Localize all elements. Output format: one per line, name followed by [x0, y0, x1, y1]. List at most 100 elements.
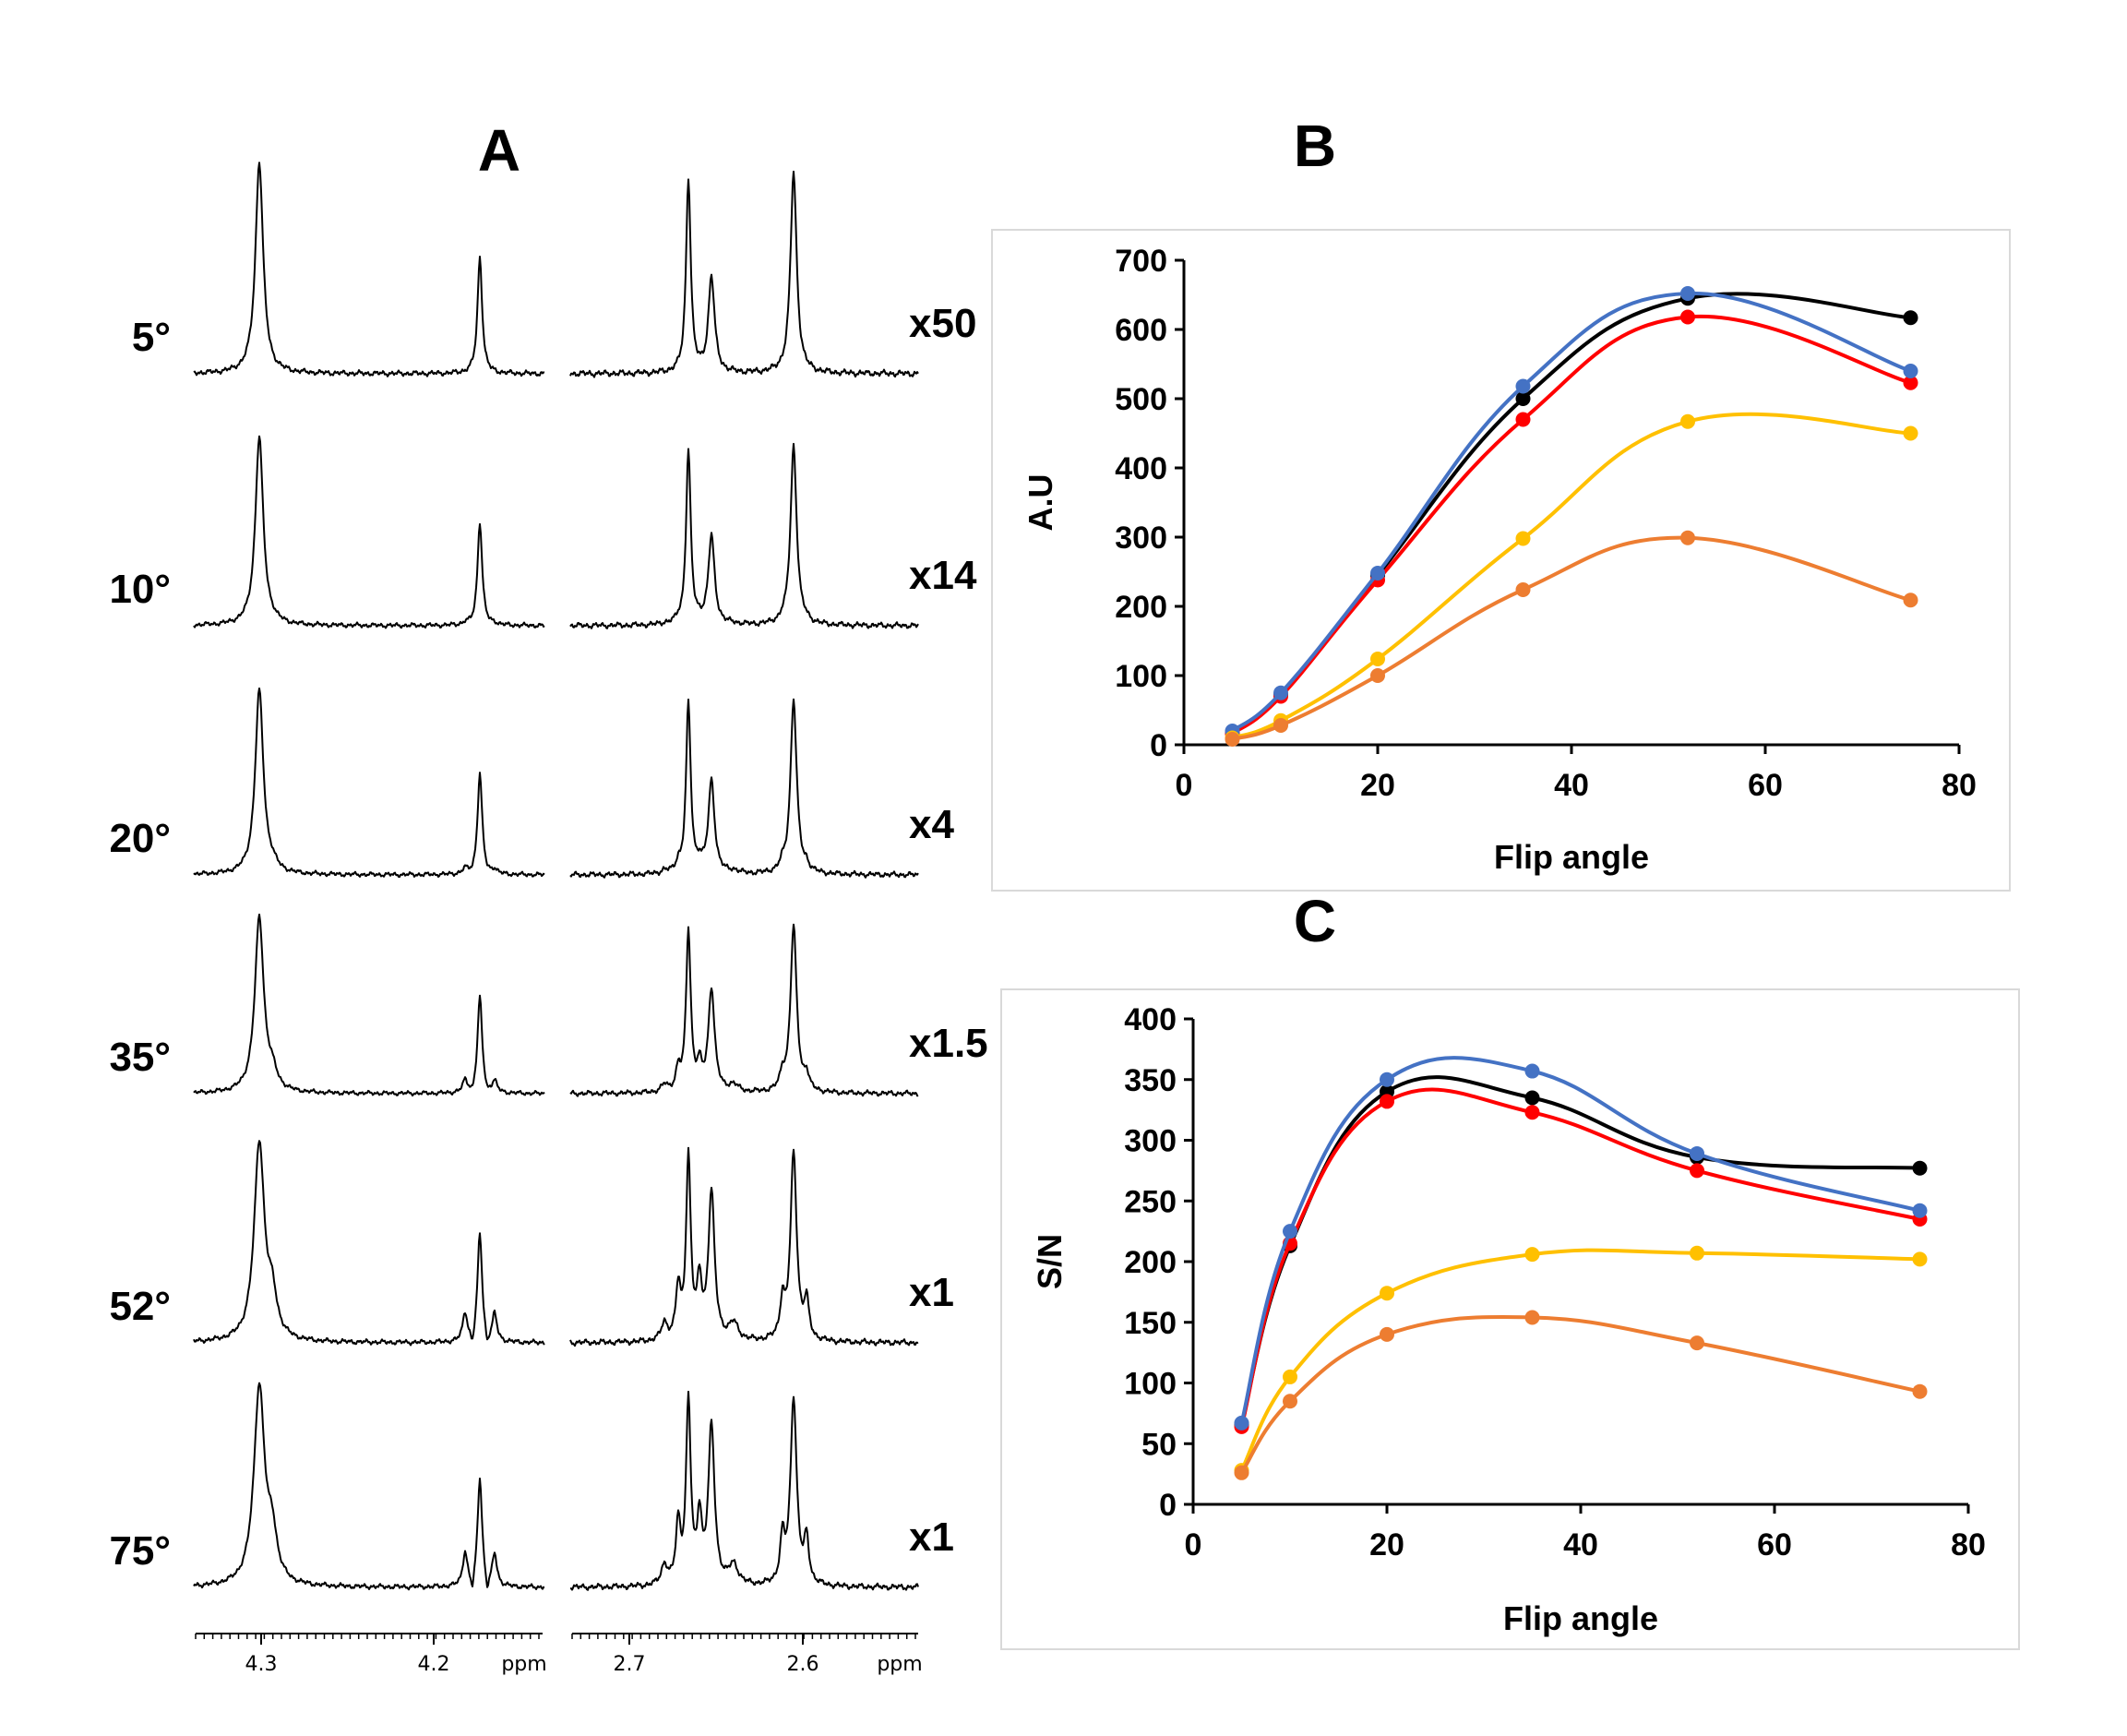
data-point — [1912, 1251, 1928, 1267]
data-point — [1515, 391, 1531, 406]
data-point — [1680, 530, 1695, 545]
y-tick-label: 50 — [1141, 1427, 1177, 1462]
y-tick-label: 150 — [1124, 1306, 1177, 1341]
y-tick-label: 200 — [1124, 1245, 1177, 1280]
spectrum-left-trace — [193, 162, 545, 377]
scale-factor-label: x1 — [909, 1270, 954, 1315]
data-point — [1680, 286, 1695, 301]
x-tick-label: 80 — [1951, 1527, 1986, 1562]
y-tick-label: 0 — [1150, 728, 1167, 763]
series-line — [1239, 1087, 1920, 1428]
x-tick-label: 60 — [1748, 768, 1783, 803]
series-line — [1231, 535, 1912, 741]
y-axis-title: S/N — [1031, 1234, 1069, 1289]
data-point — [1903, 310, 1918, 326]
data-point — [1370, 668, 1385, 683]
panel-c: C 0 20 40 60 80 0 50 100 150 200 250 300 350 400 Flip a… — [1000, 888, 2020, 1650]
panel-a: A 5° x50 10° x14 20° x4 35° x1.5 52° x1 75° x1 4.3 4.2… — [109, 117, 987, 1676]
spectrum-left-trace — [193, 913, 545, 1097]
data-point — [1234, 1415, 1249, 1431]
y-tick-label: 400 — [1124, 1002, 1177, 1037]
data-point — [1903, 425, 1918, 441]
spectrum-row: 10° x14 — [109, 435, 977, 629]
ppm-unit-label: ppm — [501, 1653, 546, 1676]
y-tick-label: 250 — [1124, 1184, 1177, 1219]
data-point — [1515, 582, 1531, 597]
series-line — [1231, 291, 1912, 733]
data-point — [1524, 1105, 1540, 1120]
data-point — [1380, 1326, 1394, 1342]
data-point — [1273, 718, 1288, 733]
spectrum-row: 35° x1.5 — [109, 913, 988, 1097]
ppm-tick-label: 4.2 — [418, 1653, 450, 1676]
data-point — [1283, 1224, 1297, 1239]
flip-angle-label: 10° — [109, 567, 171, 612]
spectrum-row: 52° x1 — [109, 1140, 954, 1347]
series-orange — [1234, 1310, 1928, 1480]
y-tick-label: 700 — [1115, 244, 1167, 279]
scale-factor-label: x50 — [909, 301, 976, 346]
spectrum-right-trace — [569, 698, 919, 879]
ppm-axis-right: 2.7 2.6 ppm — [571, 1633, 923, 1676]
data-point — [1370, 566, 1385, 581]
x-tick-label: 0 — [1185, 1527, 1202, 1562]
x-tick-label: 0 — [1176, 768, 1193, 803]
flip-angle-label: 5° — [132, 315, 171, 360]
spectrum-right-trace — [569, 442, 919, 629]
spectrum-left-trace — [193, 687, 545, 879]
x-axis-title: Flip angle — [1494, 838, 1649, 876]
panel-b-letter: B — [1294, 113, 1336, 179]
data-point — [1515, 531, 1531, 546]
y-tick-label: 350 — [1124, 1063, 1177, 1098]
data-point — [1234, 1465, 1249, 1480]
y-tick-label: 300 — [1115, 521, 1167, 556]
data-point — [1690, 1335, 1704, 1351]
series-blue — [1234, 1056, 1928, 1431]
spectrum-right-trace — [569, 1390, 919, 1591]
y-tick-label: 300 — [1124, 1124, 1177, 1159]
data-point — [1912, 1203, 1928, 1218]
ppm-axis-left: 4.3 4.2 ppm — [195, 1633, 547, 1676]
data-point — [1680, 413, 1695, 429]
data-point — [1903, 593, 1918, 608]
data-point — [1524, 1247, 1540, 1263]
data-point — [1912, 1160, 1928, 1176]
series-line — [1231, 314, 1912, 736]
data-point — [1370, 652, 1385, 666]
y-tick-label: 500 — [1115, 382, 1167, 417]
chart-frame — [1000, 988, 2020, 1650]
y-tick-label: 100 — [1124, 1367, 1177, 1402]
scale-factor-label: x1.5 — [909, 1021, 988, 1066]
data-point — [1380, 1286, 1394, 1301]
data-point — [1690, 1163, 1704, 1179]
spectrum-row: 75° x1 — [109, 1382, 954, 1591]
ppm-tick-label: 2.6 — [787, 1653, 819, 1676]
panel-c-letter: C — [1294, 888, 1336, 954]
series-line — [1239, 1056, 1920, 1424]
x-tick-label: 20 — [1369, 1527, 1404, 1562]
y-tick-label: 600 — [1115, 313, 1167, 348]
y-tick-label: 400 — [1115, 451, 1167, 486]
scale-factor-label: x14 — [909, 553, 977, 598]
data-point — [1690, 1145, 1704, 1161]
scale-factor-label: x4 — [909, 802, 954, 847]
data-point — [1283, 1394, 1297, 1409]
data-point — [1912, 1383, 1928, 1399]
spectrum-right-trace — [569, 1146, 919, 1347]
data-point — [1524, 1090, 1540, 1106]
x-tick-label: 80 — [1942, 768, 1977, 803]
y-axis-title: A.U — [1022, 474, 1059, 532]
flip-angle-label: 75° — [109, 1528, 171, 1574]
x-tick-label: 40 — [1563, 1527, 1598, 1562]
data-point — [1524, 1063, 1540, 1079]
data-point — [1515, 378, 1531, 394]
x-tick-label: 60 — [1757, 1527, 1792, 1562]
spectrum-row: 5° x50 — [132, 162, 976, 378]
spectrum-right-trace — [569, 923, 919, 1097]
data-point — [1225, 732, 1240, 747]
spectrum-right-trace — [569, 170, 919, 378]
data-point — [1690, 1245, 1704, 1261]
spectrum-row: 20° x4 — [109, 687, 954, 879]
panel-b: B 0 20 40 60 80 0 100 200 300 400 500 600 700 Flip ang… — [991, 113, 2011, 892]
